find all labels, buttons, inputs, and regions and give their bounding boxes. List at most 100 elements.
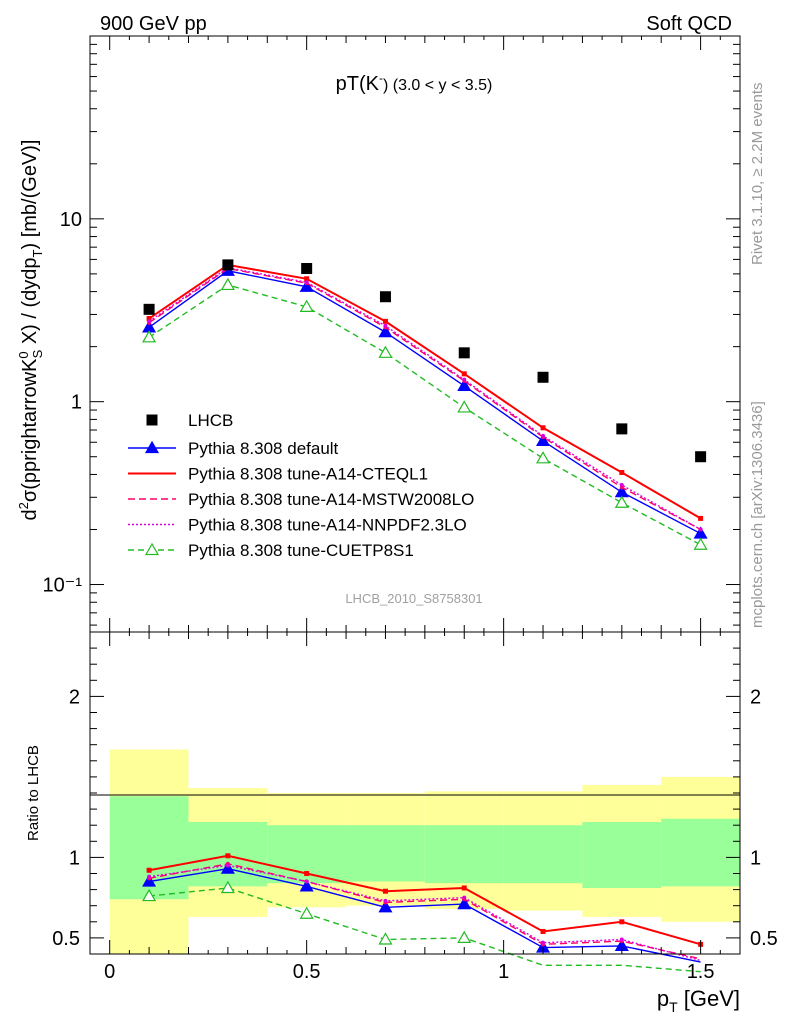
ratio-series-line [148,863,701,960]
ratio-y-tick-label-right: 0.5 [750,928,778,950]
legend-label: Pythia 8.308 tune-A14-MSTW2008LO [188,490,474,509]
series-marker [698,515,704,521]
data-point [222,259,234,271]
legend-marker [146,414,158,426]
mcplots-label: mcplots.cern.ch [arXiv:1306.3436] [749,401,766,628]
uncertainty-band-inner [661,818,740,887]
series-marker [378,345,393,358]
series-marker [304,280,309,285]
y-axis-title: d2σ(pprightarrowK0S X) / (dydpT) [mb/(Ge… [16,139,45,520]
data-point [695,451,707,463]
header-left: 900 GeV pp [100,13,207,35]
series-line [148,284,701,546]
main-plot-panel: 10 1 10⁻¹ pT(K-) (3.0 < y < 3.5) LHCB_2010… [16,35,741,633]
ratio-series-line [148,867,701,963]
ratio-y-tick-label-right: 2 [750,686,761,708]
ratio-series-line [148,864,701,962]
series-line [148,267,701,531]
series-marker [147,319,152,324]
ratio-series-marker [619,937,624,942]
series-line [148,263,702,520]
legend-label: Pythia 8.308 tune-CUETP8S1 [188,541,414,560]
x-tick-label: 1 [498,961,509,983]
ratio-series-marker [304,871,310,876]
ratio-y-tick-label: 1 [69,847,80,869]
ratio-series-marker [462,895,467,900]
uncertainty-band-inner [424,825,504,884]
ratio-series-marker [142,874,157,887]
ratio-series-marker [304,879,309,884]
data-point [537,371,549,383]
series-marker [299,279,314,292]
legend-label: LHCB [188,411,233,430]
series-marker [146,316,152,322]
series-marker [457,378,472,391]
plot-title: pT(K-) (3.0 < y < 3.5) [336,71,493,95]
series-marker [378,324,393,338]
analysis-watermark: LHCB_2010_S8758301 [345,591,482,606]
x-tick-label: 1.5 [687,961,715,983]
series-line [148,267,701,531]
series-marker [142,330,157,343]
series-marker [462,377,467,382]
ratio-y-tick-label-right: 1 [750,847,761,869]
series-marker [382,318,388,324]
ratio-series-marker [299,879,314,892]
series-marker [299,299,314,312]
ratio-y-tick-label: 0.5 [52,928,80,950]
ratio-series-marker [146,867,152,873]
ratio-y-tick-label: 2 [69,686,80,708]
uncertainty-band-inner [503,825,583,884]
ratio-series-marker [220,880,235,894]
ratio-series-marker [619,919,625,925]
series-marker [614,495,629,508]
ratio-series-line [148,854,701,946]
legend-label: Pythia 8.308 tune-A14-CTEQL1 [188,465,428,484]
ratio-series-marker [147,874,152,879]
ratio-series-marker [540,928,546,934]
series-marker [698,527,703,532]
series-marker [619,469,625,475]
legend-marker [144,542,160,556]
x-tick-label: 0.5 [293,961,321,983]
data-point [379,291,391,303]
uncertainty-band-inner [582,821,662,888]
ratio-y-axis-title: Ratio to LHCB [25,745,42,841]
series-line [148,270,701,535]
data-point [458,347,470,359]
header-right: Soft QCD [646,13,732,35]
y-tick-label: 1 [71,392,82,414]
x-tick-label: 0 [104,961,115,983]
series-marker [304,276,310,282]
series-marker [619,483,624,488]
ratio-series-marker [225,863,230,868]
ratio-series-line [149,887,701,973]
ratio-series-marker [457,896,472,910]
y-tick-label: 10⁻¹ [43,575,83,597]
series-marker [693,537,708,550]
rivet-label: Rivet 3.1.10, ≥ 2.2M events [749,83,766,266]
ratio-series-marker [383,898,388,903]
data-point [616,423,628,435]
ratio-series-marker [457,930,472,944]
data-point [143,303,155,315]
ratio-series-marker [541,940,546,945]
legend-marker [144,440,160,454]
series-marker [457,400,472,413]
series-marker [383,323,388,328]
ratio-series-marker [382,888,388,894]
ratio-series-marker [461,885,467,891]
series-marker [461,371,467,377]
series-marker [535,451,551,464]
ratio-series-marker [299,906,314,919]
data-point [301,263,313,275]
y-tick-label: 10 [60,209,82,231]
series-marker [535,433,551,447]
ratio-series-marker [225,853,231,859]
x-axis-title: pT [GeV] [657,986,740,1015]
legend-label: Pythia 8.308 tune-A14-NNPDF2.3LO [188,516,467,535]
series-marker [220,277,235,291]
legend: LHCB Pythia 8.308 default Pythia 8.308 tun… [128,411,474,560]
ratio-plot-panel: 2 2 1 1 0.5 0.5 0 0.5 1 1.5 Ratio to LHCB pT [GeV… [25,631,778,1015]
